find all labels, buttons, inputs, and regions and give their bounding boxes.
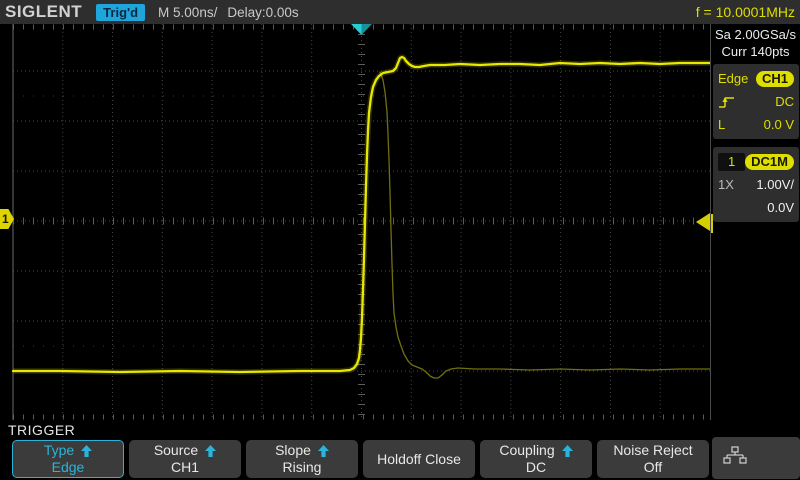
menu-title: TRIGGER bbox=[8, 422, 76, 438]
trigger-type: Edge bbox=[718, 71, 749, 86]
softkey-value: Rising bbox=[282, 459, 322, 475]
channel-coupling-badge: DC1M bbox=[745, 153, 794, 170]
softkey-holdoff-button[interactable]: Holdoff Close bbox=[363, 440, 475, 478]
channel1-info-panel: 1 DC1M 1X 1.00V/ 0.0V bbox=[713, 147, 799, 222]
trigger-level-label: L bbox=[718, 117, 726, 132]
channel1-ground-arrow: 1 bbox=[0, 209, 14, 229]
sample-rate: Sa 2.00GSa/s bbox=[715, 27, 796, 42]
softkey-menu-bar: TRIGGER Type Edge Source CH1 bbox=[0, 420, 800, 480]
softkey-value: Edge bbox=[51, 459, 85, 475]
volts-per-div: 1.00V/ bbox=[756, 177, 794, 192]
up-arrow-icon bbox=[81, 444, 93, 457]
softkey-noise-reject-button[interactable]: Noise Reject Off bbox=[597, 440, 709, 478]
memory-depth: Curr 140pts bbox=[721, 44, 790, 59]
softkey-value: Off bbox=[643, 459, 663, 475]
siglent-logo: SIGLENT bbox=[5, 2, 83, 21]
softkey-buttons: Type Edge Source CH1 Slope bbox=[12, 440, 709, 478]
acquisition-info: Sa 2.00GSa/s Curr 140pts bbox=[711, 26, 800, 60]
softkey-label: Type bbox=[43, 442, 75, 458]
channel-offset: 0.0V bbox=[767, 200, 794, 215]
softkey-slope-button[interactable]: Slope Rising bbox=[246, 440, 358, 478]
softkey-label: Noise Reject bbox=[613, 442, 693, 458]
softkey-label: Coupling bbox=[499, 442, 555, 458]
softkey-type-button[interactable]: Type Edge bbox=[12, 440, 124, 478]
softkey-label: Holdoff Close bbox=[377, 450, 461, 467]
rising-edge-icon bbox=[718, 94, 736, 110]
trigger-level-value: 0.0 V bbox=[763, 117, 794, 132]
softkey-source-button[interactable]: Source CH1 bbox=[129, 440, 241, 478]
top-status-bar: SIGLENT Trig'd M 5.00ns/ Delay:0.00s f =… bbox=[0, 0, 800, 24]
lan-icon bbox=[723, 446, 747, 470]
graticule-and-trace bbox=[11, 24, 710, 420]
delay-readout: Delay:0.00s bbox=[227, 4, 299, 20]
softkey-value: CH1 bbox=[170, 459, 199, 475]
network-status-panel bbox=[712, 437, 800, 479]
trigger-coupling: DC bbox=[775, 94, 794, 109]
softkey-coupling-button[interactable]: Coupling DC bbox=[480, 440, 592, 478]
probe-attenuation: 1X bbox=[718, 177, 734, 192]
up-arrow-icon bbox=[205, 444, 217, 457]
waveform-display: 1 bbox=[0, 24, 710, 420]
frequency-counter: f = 10.0001MHz bbox=[695, 4, 795, 20]
softkey-value: DC bbox=[525, 459, 547, 475]
trigger-level-edge-tick bbox=[711, 214, 713, 233]
softkey-label: Source bbox=[153, 442, 199, 458]
channel-number: 1 bbox=[718, 152, 746, 171]
right-sidebar: Sa 2.00GSa/s Curr 140pts Edge CH1 DC L 0… bbox=[710, 24, 800, 420]
softkey-label: Slope bbox=[275, 442, 311, 458]
up-arrow-icon bbox=[317, 444, 329, 457]
trigger-info-panel: Edge CH1 DC L 0.0 V bbox=[713, 64, 799, 139]
up-arrow-icon bbox=[561, 444, 573, 457]
trigger-source-badge: CH1 bbox=[755, 70, 794, 87]
trigger-position-triangle bbox=[351, 24, 372, 35]
timebase-readout: M 5.00ns/ bbox=[158, 4, 218, 20]
trigger-status-badge: Trig'd bbox=[96, 3, 146, 21]
